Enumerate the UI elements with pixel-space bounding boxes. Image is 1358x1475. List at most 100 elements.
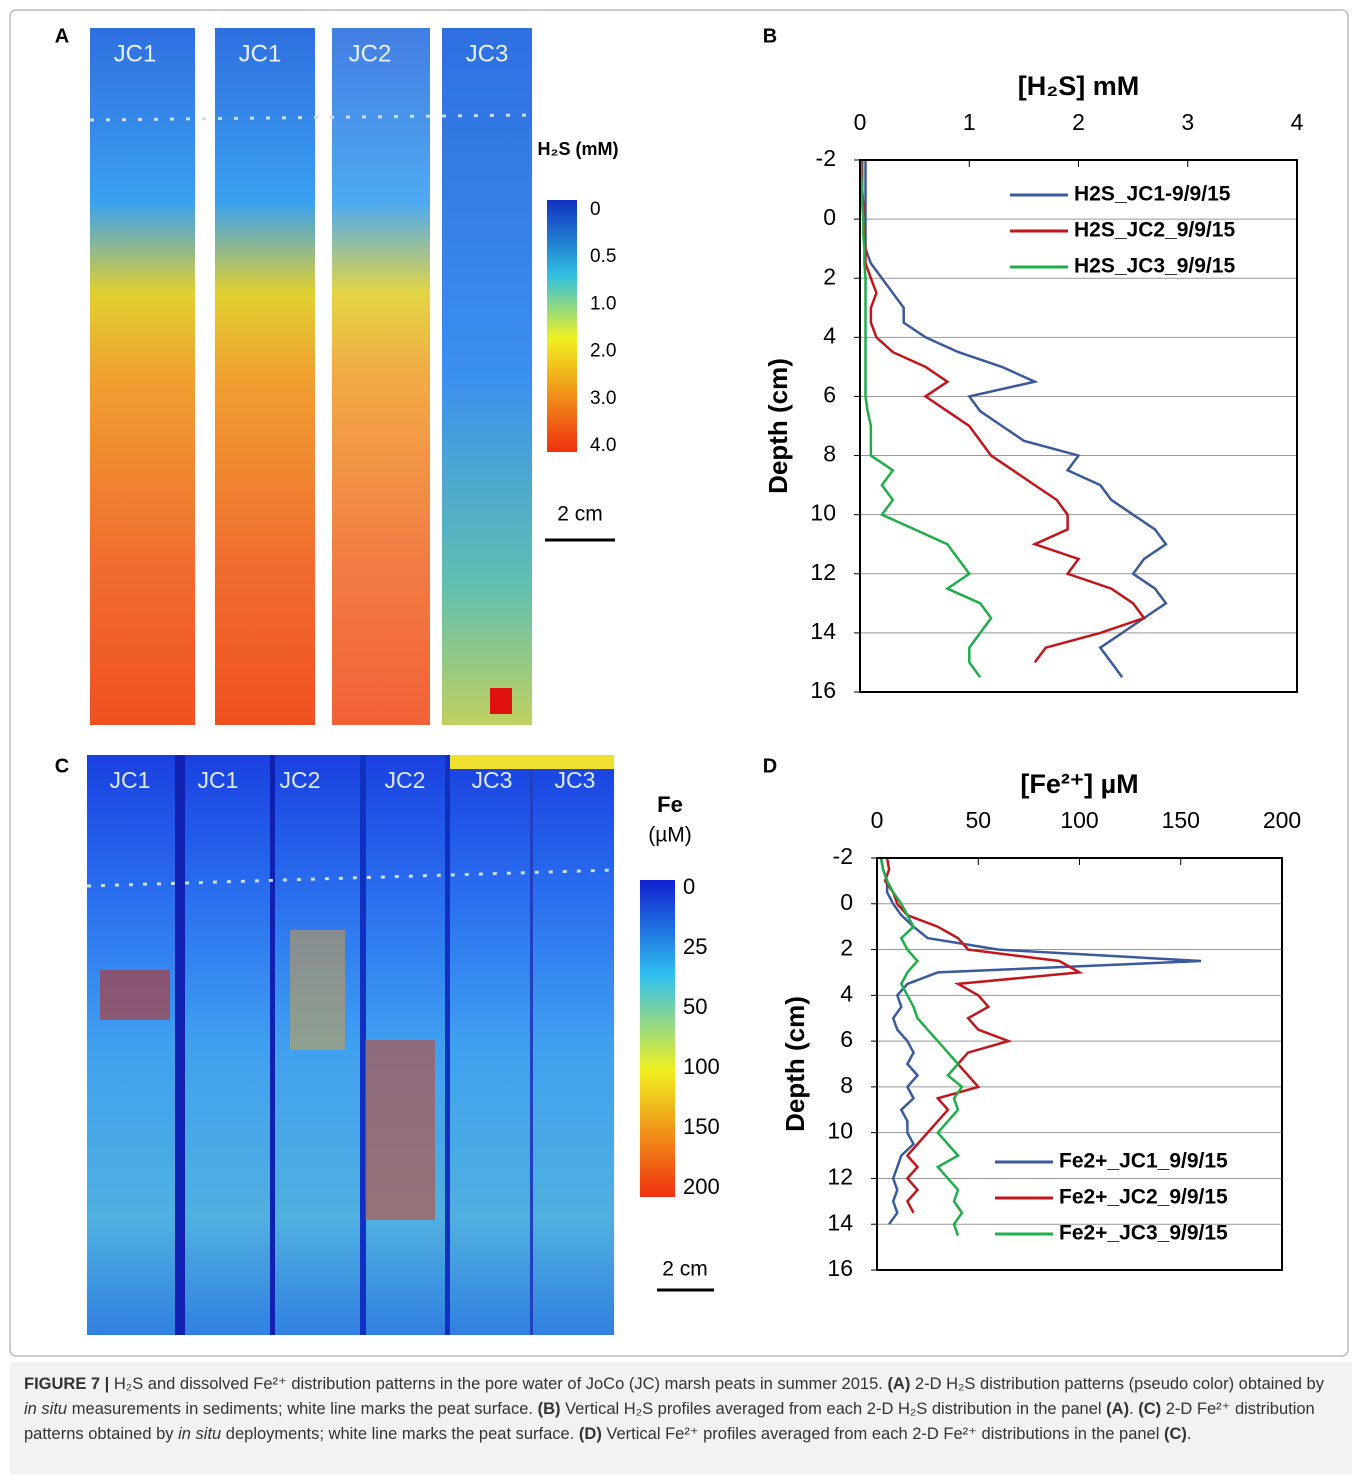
colorbar-tick-label: 1.0 [590, 293, 616, 314]
legend-label: Fe2+_JC3_9/9/15 [1059, 1222, 1228, 1245]
y-axis-label: Depth (cm) [763, 358, 793, 494]
strip-label: JC3 [466, 40, 509, 67]
x-tick-label: 0 [854, 109, 867, 135]
figure: A JC1 JC1 JC2 JC3 H₂S (mM) 0 0.5 1.0 2.0 3.0 4.0 2 c… [9, 9, 1349, 1357]
strip-label: JC1 [110, 767, 151, 793]
legend-label: H2S_JC3_9/9/15 [1074, 255, 1235, 278]
strip-label: JC2 [280, 767, 321, 793]
legend-label: H2S_JC2_9/9/15 [1074, 219, 1235, 242]
strip-label: JC1 [239, 40, 282, 67]
y-tick-label: 12 [827, 1164, 853, 1190]
panel-label: C [55, 755, 69, 777]
caption-run: in situ [24, 1400, 68, 1418]
y-tick-label: 14 [827, 1209, 853, 1235]
data-line [859, 160, 993, 678]
colorbar-tick-label: 100 [683, 1054, 720, 1079]
x-tick-label: 3 [1181, 109, 1194, 135]
y-tick-label: 12 [810, 559, 836, 585]
x-tick-label: 1 [963, 109, 976, 135]
y-tick-label: 4 [840, 980, 853, 1006]
x-tick-label: 200 [1263, 807, 1301, 833]
x-tick-label: 150 [1162, 807, 1200, 833]
x-tick-label: 4 [1291, 109, 1304, 135]
colorbar-tick-label: 200 [683, 1174, 720, 1199]
chart-title: [Fe²⁺] µM [1020, 769, 1138, 799]
x-tick-label: 50 [965, 807, 991, 833]
y-tick-label: 0 [823, 204, 836, 230]
caption-run: measurements in sediments; white line ma… [67, 1400, 538, 1418]
strip-label: JC2 [349, 40, 392, 67]
strip-label: JC1 [114, 40, 157, 67]
y-tick-label: 8 [840, 1072, 853, 1098]
colorbar-title: H₂S (mM) [538, 139, 619, 159]
y-tick-label: 6 [840, 1026, 853, 1052]
caption-run: (B) [537, 1400, 561, 1418]
legend-label: Fe2+_JC1_9/9/15 [1059, 1150, 1228, 1173]
y-tick-label: 16 [810, 677, 836, 703]
y-tick-label: 16 [827, 1255, 853, 1281]
y-tick-label: 4 [823, 322, 836, 348]
y-tick-label: 6 [823, 382, 836, 408]
figure-frame [9, 9, 1349, 1357]
caption-run: deployments; white line marks the peat s… [221, 1425, 579, 1443]
strip-label: JC3 [472, 767, 513, 793]
caption-run: 2-D Fe²⁺ distribution patterns obtained … [24, 1400, 1315, 1443]
chart-title: [H₂S] mM [1018, 71, 1140, 101]
colorbar-unit: (µM) [648, 824, 692, 847]
colorbar-tick-label: 4.0 [590, 435, 616, 456]
caption-run: FIGURE 7 | [24, 1375, 110, 1393]
caption-run: H₂S and dissolved Fe²⁺ distribution patt… [109, 1375, 888, 1393]
colorbar-tick-label: 2.0 [590, 341, 616, 362]
caption-run: . [1129, 1400, 1139, 1418]
caption-run: . [1186, 1425, 1192, 1443]
colorbar-tick-label: 3.0 [590, 388, 616, 409]
y-tick-label: -2 [816, 145, 836, 171]
y-tick-label: 8 [823, 441, 836, 467]
caption-run: (A) [887, 1375, 911, 1393]
caption-run: in situ [178, 1425, 222, 1443]
caption-run: (D) [578, 1425, 602, 1443]
colorbar-tick-label: 0 [590, 199, 601, 220]
colorbar-tick-label: 50 [683, 994, 707, 1019]
legend-label: Fe2+_JC2_9/9/15 [1059, 1186, 1228, 1209]
plot-frame [859, 159, 1298, 693]
caption-run: Vertical H₂S profiles averaged from each… [560, 1400, 1107, 1418]
caption-run: (C) [1138, 1400, 1162, 1418]
data-line [883, 857, 1084, 1214]
caption-run: (C) [1164, 1425, 1187, 1443]
y-tick-label: 10 [810, 500, 836, 526]
colorbar-tick-label: 150 [683, 1114, 720, 1139]
y-axis-label: Depth (cm) [780, 996, 810, 1132]
panel-a-image [89, 28, 615, 725]
scale-bar-label: 2 cm [662, 1258, 708, 1281]
x-tick-label: 2 [1072, 109, 1085, 135]
x-tick-label: 0 [871, 807, 884, 833]
y-tick-label: 14 [810, 618, 836, 644]
caption-run: 2-D H₂S distribution patterns (pseudo co… [910, 1375, 1324, 1393]
caption: FIGURE 7 | H₂S and dissolved Fe²⁺ distri… [10, 1362, 1352, 1474]
scale-bar-label: 2 cm [557, 503, 603, 526]
caption-run: (A) [1106, 1400, 1130, 1418]
caption-run: Vertical Fe²⁺ profiles averaged from eac… [601, 1425, 1164, 1443]
colorbar-tick-label: 0.5 [590, 246, 616, 267]
y-tick-label: 2 [840, 935, 853, 961]
colorbar-tick-label: 25 [683, 934, 707, 959]
y-tick-label: 0 [840, 889, 853, 915]
data-line [879, 857, 964, 1237]
strip-label: JC3 [555, 767, 596, 793]
legend-label: H2S_JC1-9/9/15 [1074, 183, 1231, 206]
panel-label: B [763, 25, 777, 47]
y-tick-label: -2 [833, 843, 853, 869]
data-line [879, 857, 1202, 1225]
panel-label: A [55, 25, 69, 47]
panel-c-image [86, 755, 714, 1335]
y-tick-label: 10 [827, 1118, 853, 1144]
strip-label: JC2 [385, 767, 426, 793]
colorbar-title: Fe [657, 792, 683, 817]
colorbar-tick-label: 0 [683, 874, 695, 899]
plot-frame [876, 857, 1283, 1271]
x-tick-label: 100 [1060, 807, 1098, 833]
panel-label: D [763, 755, 777, 777]
strip-label: JC1 [198, 767, 239, 793]
